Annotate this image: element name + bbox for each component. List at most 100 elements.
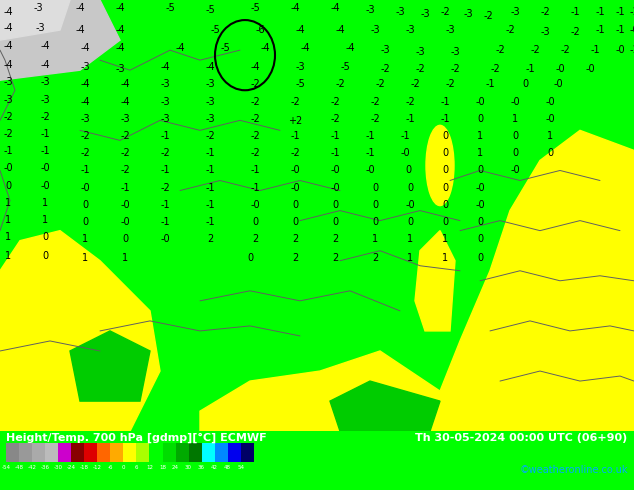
Text: -1: -1 [205,217,215,226]
Text: -1: -1 [440,114,450,124]
Text: -2: -2 [290,98,300,107]
Text: 0: 0 [5,180,11,191]
Text: 12: 12 [146,466,153,470]
Text: 1: 1 [5,197,11,208]
Text: -3: -3 [380,45,390,55]
Text: 0: 0 [442,199,448,210]
Text: 42: 42 [211,466,218,470]
Text: -5: -5 [340,62,350,72]
Text: 0: 0 [477,234,483,244]
Text: 0: 0 [512,131,518,142]
Text: -4: -4 [175,43,185,53]
Bar [58,443,72,462]
Polygon shape [0,0,120,80]
Bar [176,443,188,462]
Text: -48: -48 [15,466,24,470]
Text: 0: 0 [547,148,553,158]
Text: -4: -4 [120,79,130,89]
Polygon shape [330,381,440,431]
Text: -3: -3 [205,79,215,89]
Text: -3: -3 [115,64,125,74]
Text: -4: -4 [75,3,85,13]
Bar [98,443,110,462]
Text: -3: -3 [205,98,215,107]
Text: -2: -2 [250,148,260,158]
Text: -1: -1 [120,182,130,193]
Text: -3: -3 [420,9,430,19]
Text: -4: -4 [120,98,130,107]
Text: -3: -3 [205,114,215,124]
Text: 0: 0 [477,166,483,175]
Bar [150,443,162,462]
Text: 1: 1 [442,253,448,263]
Text: -4: -4 [75,25,85,35]
Text: 1: 1 [477,131,483,142]
Text: -2: -2 [330,98,340,107]
Text: -1: -1 [400,131,410,142]
Text: -0: -0 [250,199,260,210]
Text: -5: -5 [165,3,175,13]
Text: -4: -4 [115,3,125,13]
Text: -2: -2 [120,166,130,175]
Text: -0: -0 [545,114,555,124]
Text: -2: -2 [490,64,500,74]
Text: -6: -6 [108,466,113,470]
Text: -1: -1 [590,45,600,55]
Text: -1: -1 [629,45,634,55]
Text: -3: -3 [510,7,520,17]
Text: -2: -2 [80,131,90,142]
Text: -0: -0 [120,217,130,226]
Text: -1: -1 [205,182,215,193]
Text: -2: -2 [120,131,130,142]
Text: -0: -0 [290,166,300,175]
Text: -2: -2 [415,64,425,74]
Text: 2: 2 [332,253,338,263]
Text: -1: -1 [405,114,415,124]
Text: 0: 0 [477,114,483,124]
Text: 24: 24 [172,466,179,470]
Polygon shape [200,351,440,431]
Text: ©weatheronline.co.uk: ©weatheronline.co.uk [519,466,628,475]
Text: -2: -2 [445,79,455,89]
Text: 1: 1 [82,253,88,263]
Text: 0: 0 [82,217,88,226]
Text: -2: -2 [530,45,540,55]
Text: 0: 0 [512,148,518,158]
Text: -0: -0 [510,166,520,175]
Text: -1: -1 [3,147,13,156]
Text: -0: -0 [330,166,340,175]
Text: Height/Temp. 700 hPa [gdmp][°C] ECMWF: Height/Temp. 700 hPa [gdmp][°C] ECMWF [6,433,267,443]
Bar [20,443,32,462]
Text: -4: -4 [330,3,340,13]
Text: -0: -0 [365,166,375,175]
Text: -2: -2 [483,11,493,21]
Text: -3: -3 [40,77,50,87]
Text: -42: -42 [28,466,37,470]
Text: 0: 0 [252,217,258,226]
Text: 0: 0 [442,182,448,193]
Text: -2: -2 [380,64,390,74]
Text: -4: -4 [115,25,125,35]
Text: -4: -4 [295,25,305,35]
Text: -5: -5 [250,3,260,13]
Text: -2: -2 [290,148,300,158]
Text: -3: -3 [445,25,455,35]
Text: -2: -2 [3,129,13,139]
Text: -3: -3 [160,79,170,89]
Text: 0: 0 [442,148,448,158]
Text: -1: -1 [330,148,340,158]
Text: -2: -2 [540,7,550,17]
Text: -0: -0 [290,182,300,193]
Text: 0: 0 [407,217,413,226]
Text: 2: 2 [292,234,298,244]
Text: 2: 2 [372,253,378,263]
Text: -1: -1 [525,64,535,74]
Text: 0: 0 [522,79,528,89]
Text: -12: -12 [93,466,102,470]
Text: -3: -3 [120,114,130,124]
Text: -0: -0 [476,199,485,210]
Text: -4: -4 [3,7,13,17]
Text: -4: -4 [115,43,125,53]
Text: -0: -0 [120,199,130,210]
Bar [214,443,228,462]
